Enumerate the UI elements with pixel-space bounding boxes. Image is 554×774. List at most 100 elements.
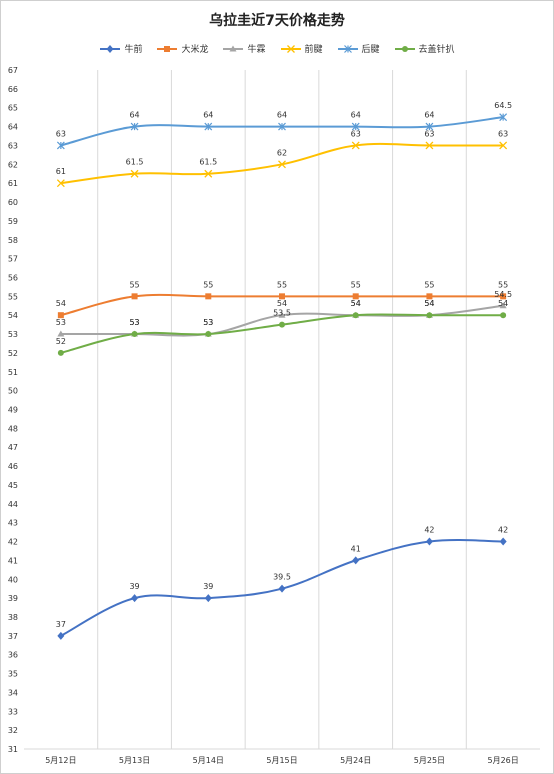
y-tick-label: 63 — [8, 141, 18, 150]
data-point — [130, 122, 139, 131]
y-tick-label: 61 — [8, 179, 18, 188]
data-label: 53 — [203, 318, 213, 327]
y-tick-label: 43 — [8, 519, 18, 528]
data-point — [204, 122, 213, 131]
data-point — [56, 179, 65, 188]
data-point — [57, 631, 65, 640]
y-tick-label: 40 — [8, 575, 18, 584]
legend-item: 前腱 — [280, 42, 323, 55]
legend-swatch — [394, 45, 415, 52]
y-tick-label: 44 — [8, 500, 18, 509]
data-label: 54 — [498, 299, 508, 308]
data-label: 42 — [424, 526, 434, 535]
data-label: 54 — [351, 299, 361, 308]
data-label: 53 — [129, 318, 139, 327]
data-label: 53.5 — [273, 309, 291, 318]
data-label: 54 — [56, 299, 66, 308]
data-label: 55 — [129, 280, 139, 289]
data-label: 64 — [424, 111, 434, 120]
data-label: 39 — [129, 582, 139, 591]
x-tick-label: 5月13日 — [119, 756, 150, 765]
data-label: 55 — [203, 280, 213, 289]
data-label: 53 — [56, 318, 66, 327]
data-point — [278, 584, 286, 593]
data-point — [131, 331, 138, 338]
data-label: 53 — [129, 318, 139, 327]
legend-marker — [106, 44, 114, 53]
data-label: 55 — [424, 280, 434, 289]
data-label: 39 — [203, 582, 213, 591]
data-point — [499, 302, 507, 309]
data-label: 55 — [351, 280, 361, 289]
y-tick-label: 67 — [8, 66, 18, 75]
data-point — [352, 293, 359, 300]
x-tick-label: 5月15日 — [266, 756, 297, 765]
data-label: 55 — [498, 280, 508, 289]
data-point — [499, 537, 507, 546]
legend-item: 牛前 — [99, 42, 142, 55]
data-point — [279, 293, 285, 300]
data-point — [278, 122, 286, 131]
data-point — [130, 169, 139, 178]
data-label: 39.5 — [273, 573, 291, 582]
legend-label: 后腱 — [361, 45, 380, 55]
data-label: 54.5 — [494, 290, 512, 299]
y-tick-label: 58 — [8, 236, 18, 245]
legend-swatch — [100, 44, 121, 53]
y-tick-label: 51 — [8, 368, 18, 377]
data-label: 64 — [203, 111, 213, 120]
data-label: 64.5 — [494, 101, 512, 110]
data-label: 54 — [277, 299, 287, 308]
data-label: 37 — [56, 620, 66, 629]
legend-swatch — [280, 44, 301, 53]
legend-label: 大米龙 — [181, 45, 209, 55]
data-point — [278, 160, 286, 169]
data-point — [426, 312, 433, 319]
y-tick-label: 52 — [8, 349, 18, 358]
data-point — [204, 169, 213, 178]
data-point — [205, 331, 212, 338]
y-tick-label: 47 — [8, 443, 18, 452]
y-tick-label: 31 — [8, 745, 18, 754]
data-label: 54 — [424, 299, 434, 308]
chart-legend: 牛前 大米龙 牛霖 前腱 后腱 去盖针扒 — [0, 42, 554, 55]
x-tick-label: 5月24日 — [340, 756, 371, 765]
y-tick-label: 33 — [8, 707, 18, 716]
data-point — [279, 321, 285, 328]
y-tick-label: 46 — [8, 462, 18, 471]
y-tick-label: 36 — [8, 651, 18, 660]
legend-swatch — [157, 45, 178, 52]
legend-item: 后腱 — [337, 42, 380, 55]
data-label: 54 — [424, 299, 434, 308]
y-tick-label: 66 — [8, 85, 18, 94]
data-label: 53 — [203, 318, 213, 327]
legend-swatch — [223, 45, 244, 51]
data-point — [499, 113, 508, 122]
y-tick-label: 37 — [8, 632, 18, 641]
data-label: 61 — [56, 167, 66, 176]
data-label: 64 — [129, 111, 139, 120]
legend-marker — [343, 44, 352, 53]
data-point — [499, 141, 508, 150]
data-point — [351, 122, 360, 131]
data-point — [425, 537, 433, 546]
data-label: 61.5 — [199, 158, 217, 167]
x-tick-label: 5月25日 — [414, 756, 445, 765]
y-tick-label: 34 — [8, 688, 18, 697]
data-label: 52 — [56, 337, 66, 346]
data-point — [131, 594, 139, 603]
x-tick-label: 5月26日 — [488, 756, 519, 765]
data-label: 55 — [277, 280, 287, 289]
y-tick-label: 60 — [8, 198, 18, 207]
legend-label: 牛前 — [124, 45, 143, 55]
data-label: 63 — [351, 129, 361, 138]
y-tick-label: 57 — [8, 255, 18, 264]
data-point — [57, 312, 64, 319]
x-tick-label: 5月14日 — [193, 756, 224, 765]
data-point — [278, 311, 286, 318]
data-label: 54 — [351, 299, 361, 308]
y-tick-label: 55 — [8, 292, 18, 301]
data-label: 63 — [56, 129, 66, 138]
legend-swatch — [337, 44, 358, 53]
